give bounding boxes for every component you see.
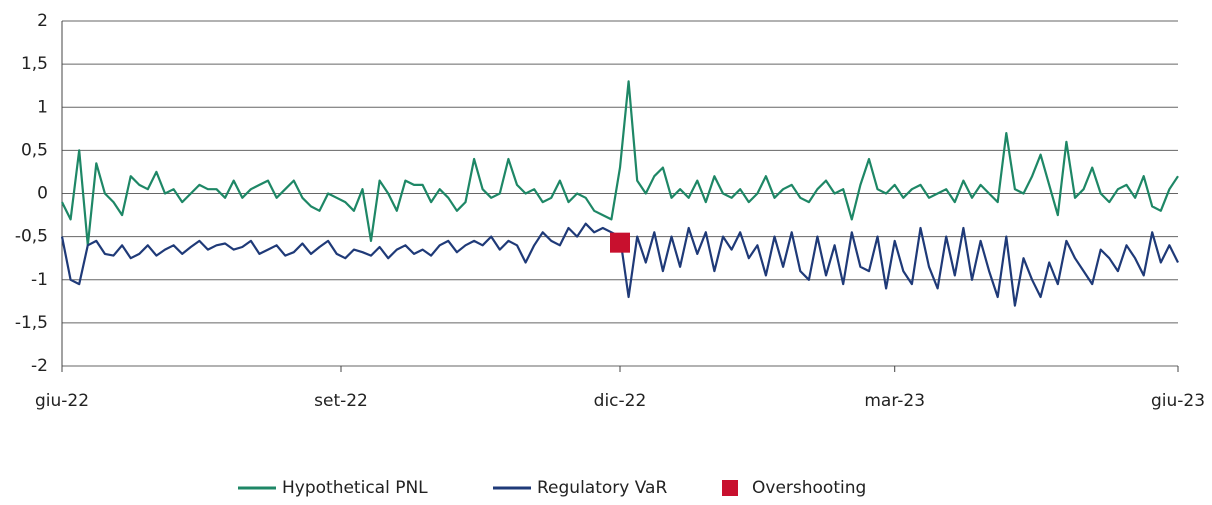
y-tick-label: 2 bbox=[37, 11, 48, 31]
y-tick-label: -2 bbox=[31, 356, 48, 376]
y-tick-label: -0,5 bbox=[15, 227, 48, 247]
y-tick-label: 1,5 bbox=[21, 54, 48, 74]
x-tick-label: dic-22 bbox=[594, 391, 647, 411]
x-tick-label: giu-22 bbox=[35, 391, 89, 411]
y-tick-label: -1 bbox=[31, 270, 48, 290]
x-tick-label: giu-23 bbox=[1151, 391, 1205, 411]
y-tick-label: 0 bbox=[37, 184, 48, 204]
legend-swatch bbox=[722, 480, 738, 496]
x-tick-label: mar-23 bbox=[864, 391, 925, 411]
legend-label: Overshooting bbox=[752, 478, 866, 498]
series-line bbox=[61, 80, 1179, 247]
x-tick-label: set-22 bbox=[314, 391, 368, 411]
overshooting-marker bbox=[610, 232, 630, 253]
legend-label: Regulatory VaR bbox=[537, 478, 667, 498]
y-tick-label: 0,5 bbox=[21, 140, 48, 160]
y-tick-label: -1,5 bbox=[15, 313, 48, 333]
y-tick-label: 1 bbox=[37, 97, 48, 117]
legend-label: Hypothetical PNL bbox=[282, 478, 428, 498]
